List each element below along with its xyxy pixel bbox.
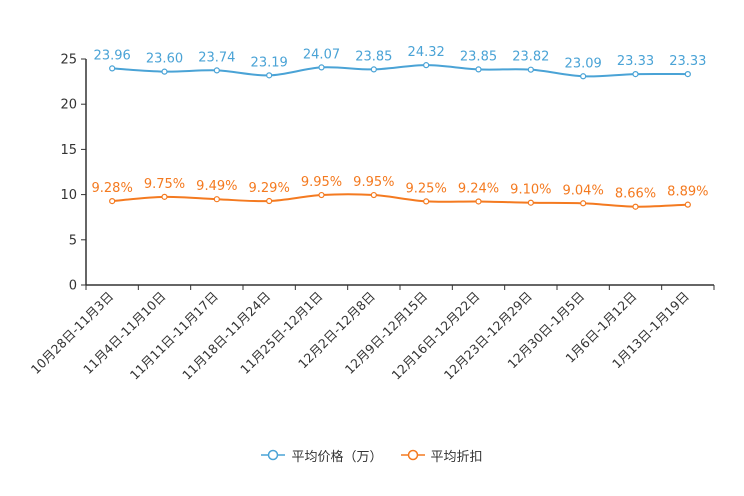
x-tick-label: 12月16日-12月22日 — [388, 289, 482, 383]
data-point-discount[interactable] — [684, 201, 691, 208]
data-point-price[interactable] — [109, 65, 116, 72]
legend-discount-marker-icon — [400, 449, 425, 461]
data-label-discount: 9.25% — [406, 181, 447, 196]
legend-price-marker-icon — [261, 449, 286, 461]
data-label-discount: 9.95% — [353, 175, 394, 190]
data-point-discount[interactable] — [632, 203, 639, 210]
legend-discount-label: 平均折扣 — [430, 449, 483, 465]
data-point-price[interactable] — [161, 68, 168, 75]
data-label-price: 23.82 — [512, 50, 549, 65]
data-label-price: 23.33 — [669, 54, 706, 69]
data-label-price: 23.60 — [146, 52, 183, 67]
data-point-discount[interactable] — [161, 193, 168, 200]
legend-price-label: 平均价格（万） — [291, 449, 383, 465]
data-point-price[interactable] — [580, 73, 587, 80]
data-point-discount[interactable] — [109, 198, 116, 205]
data-point-discount[interactable] — [475, 198, 482, 205]
data-label-discount: 9.29% — [249, 181, 290, 196]
data-label-discount: 8.66% — [615, 187, 656, 202]
data-point-discount[interactable] — [370, 191, 377, 199]
data-label-discount: 9.75% — [144, 177, 185, 192]
data-label-price: 23.09 — [565, 56, 602, 71]
data-point-price[interactable] — [632, 70, 639, 78]
axes: 051015202510月28日-11月3日11月4日-11月10日11月11日… — [28, 53, 715, 383]
legend-item-discount[interactable]: 平均折扣 — [400, 446, 483, 465]
series-line-discount — [112, 193, 688, 208]
data-label-discount: 8.89% — [667, 185, 708, 200]
data-point-discount[interactable] — [423, 198, 430, 205]
data-label-discount: 9.95% — [301, 175, 342, 190]
data-label-price: 23.96 — [94, 48, 131, 63]
data-label-price: 23.85 — [355, 49, 392, 64]
data-point-discount[interactable] — [266, 197, 273, 205]
y-tick-label: 0 — [69, 279, 77, 294]
y-tick-label: 5 — [69, 233, 77, 248]
data-point-discount[interactable] — [527, 199, 534, 206]
data-point-discount[interactable] — [580, 200, 587, 207]
data-label-price: 24.07 — [303, 47, 340, 62]
x-tick-label: 12月23日-12月29日 — [441, 289, 535, 383]
data-label-price: 23.19 — [251, 55, 288, 70]
y-tick-label: 15 — [60, 143, 77, 158]
data-label-discount: 9.28% — [92, 181, 133, 196]
series-line-price — [112, 64, 688, 78]
data-point-price[interactable] — [423, 62, 430, 69]
data-point-price[interactable] — [266, 72, 273, 79]
legend-item-price[interactable]: 平均价格（万） — [261, 446, 383, 465]
y-tick-label: 20 — [60, 98, 77, 113]
x-tick-label: 11月11日-11月17日 — [127, 289, 221, 383]
y-tick-label: 10 — [60, 188, 77, 203]
data-point-price[interactable] — [684, 70, 691, 78]
data-label-discount: 9.49% — [196, 179, 237, 194]
legend: 平均价格（万） 平均折扣 — [0, 445, 744, 465]
y-tick-label: 25 — [60, 53, 77, 68]
data-label-price: 23.74 — [198, 50, 235, 65]
data-label-price: 24.32 — [408, 45, 445, 60]
data-point-discount[interactable] — [213, 196, 220, 203]
data-label-price: 23.33 — [617, 54, 654, 69]
data-point-price[interactable] — [475, 66, 482, 73]
data-point-price[interactable] — [213, 67, 220, 74]
data-label-discount: 9.10% — [510, 183, 551, 198]
data-label-price: 23.85 — [460, 49, 497, 64]
x-tick-label: 11月18日-11月24日 — [179, 289, 273, 383]
series-group: 23.96 23.60 23.74 23.19 24.07 23.85 24.32 23.85… — [92, 45, 708, 210]
data-point-price[interactable] — [370, 66, 377, 73]
data-point-price[interactable] — [527, 66, 534, 73]
data-point-discount[interactable] — [318, 191, 325, 199]
data-point-price[interactable] — [318, 64, 325, 71]
data-label-discount: 9.04% — [563, 183, 604, 198]
data-label-discount: 9.24% — [458, 181, 499, 196]
